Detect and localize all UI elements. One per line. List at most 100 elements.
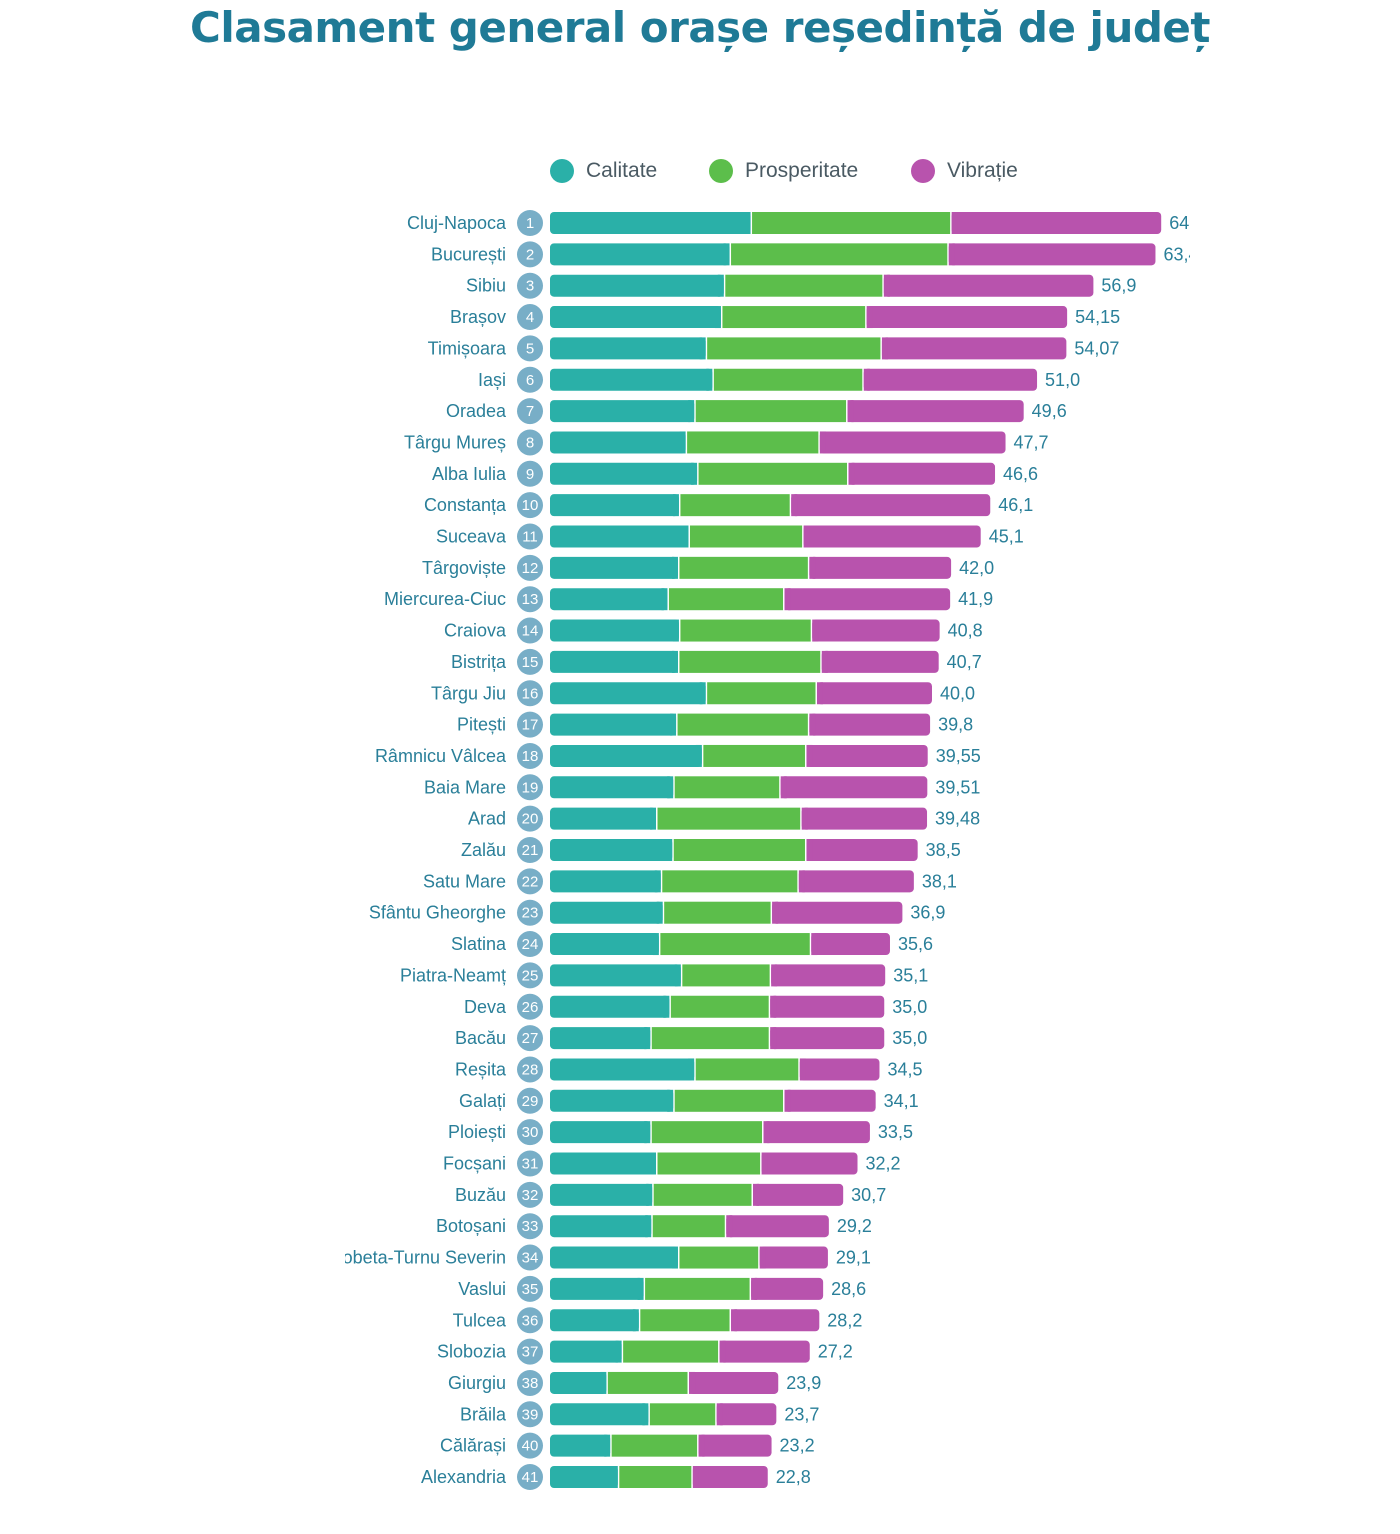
- city-label: Râmnicu Vâlcea: [375, 746, 507, 766]
- bar-segment-calitate-join: [695, 744, 702, 767]
- chart-row: Tulcea 36 28,2: [453, 1307, 862, 1334]
- total-value-label: 39,48: [935, 809, 980, 829]
- bar-segment-vibratie: [780, 776, 928, 799]
- rank-circle: [517, 899, 543, 926]
- bar-segment-calitate: [550, 744, 702, 767]
- total-value-label: 35,1: [893, 965, 928, 985]
- bar-segment-prosperitate: [680, 494, 790, 517]
- bar-segment-vibratie: [809, 556, 952, 579]
- bar-segment-vibratie: [770, 1027, 885, 1050]
- bar-segment-vibratie: [763, 1121, 870, 1144]
- bar-segment-calitate-join: [682, 525, 689, 548]
- bar-segment-vibratie: [811, 933, 890, 956]
- rank-number: 38: [522, 1375, 539, 1392]
- rank-number: 22: [522, 873, 539, 890]
- rank-circle: [517, 210, 543, 236]
- rank-circle: [517, 1307, 543, 1334]
- bar-segment-vibratie: [753, 1183, 844, 1206]
- rank-circle: [517, 711, 543, 738]
- chart-row: Drobeta-Turnu Severin 34 29,1: [324, 1244, 871, 1271]
- city-label: Drobeta-Turnu Severin: [324, 1248, 506, 1268]
- bar-segment-calitate: [550, 1277, 644, 1300]
- bar-segment-calitate-join: [688, 1058, 695, 1081]
- bar-segment-calitate-join: [650, 1152, 657, 1175]
- bar-segment-calitate: [550, 588, 668, 611]
- bar-segment-calitate: [550, 212, 751, 234]
- bar-segment-prosperitate: [607, 1371, 688, 1394]
- bar-segment-calitate-join: [637, 1277, 644, 1300]
- bar-segment-prosperitate: [657, 807, 801, 830]
- bar-segment-vibratie: [716, 1403, 777, 1426]
- bar-segment-vibratie: [791, 494, 991, 517]
- bar-segment-prosperitate: [619, 1466, 692, 1488]
- bar-segment-vibratie: [770, 995, 885, 1018]
- rank-number: 29: [522, 1093, 539, 1110]
- bar-segment-vibratie-join: [761, 1152, 768, 1175]
- chart-row: Târgu Jiu 16 40,0: [431, 680, 975, 707]
- bar-segment-vibratie-join: [698, 1434, 705, 1457]
- bar-segment-vibratie-join: [798, 870, 805, 893]
- rank-number: 39: [522, 1406, 539, 1423]
- bar-segment-prosperitate: [707, 682, 816, 705]
- bar-segment-vibratie-join: [821, 650, 828, 673]
- bar-segment-vibratie-join: [784, 588, 791, 611]
- bar-segment-calitate-join: [663, 995, 670, 1018]
- rank-number: 10: [522, 497, 539, 514]
- total-value-label: 40,0: [940, 683, 975, 703]
- bar-segment-vibratie-join: [811, 933, 818, 956]
- total-value-label: 32,2: [866, 1154, 901, 1174]
- chart-row: Focșani 31 32,2: [443, 1150, 901, 1177]
- bar-segment-calitate: [550, 807, 657, 830]
- total-value-label: 38,5: [926, 840, 961, 860]
- bar-segment-vibratie-join: [806, 744, 813, 767]
- total-value-label: 23,9: [786, 1373, 821, 1393]
- bar-segment-calitate: [550, 870, 661, 893]
- bar-segment-calitate: [550, 1309, 639, 1332]
- city-label: Tulcea: [453, 1310, 507, 1330]
- total-value-label: 39,51: [935, 777, 980, 797]
- bar-segment-calitate-join: [674, 964, 681, 987]
- rank-number: 23: [522, 905, 539, 922]
- bar-segment-vibratie: [819, 431, 1006, 454]
- bar-segment-vibratie-join: [770, 995, 777, 1018]
- rank-circle: [517, 1464, 543, 1490]
- bar-segment-calitate-join: [645, 1215, 652, 1238]
- chart-row: Miercurea-Ciuc 13 41,9: [384, 586, 993, 613]
- bar-segment-vibratie-join: [809, 556, 816, 579]
- legend-label-prosperitate: Prosperitate: [745, 159, 859, 182]
- rank-number: 7: [526, 403, 534, 420]
- rank-circle: [517, 1338, 543, 1365]
- rank-number: 25: [522, 967, 539, 984]
- bar-segment-vibratie-join: [771, 964, 778, 987]
- legend-label-calitate: Calitate: [586, 159, 658, 182]
- chart-row: Bacău 27 35,0: [455, 1025, 927, 1052]
- rank-number: 2: [526, 246, 534, 263]
- bar-segment-vibratie: [692, 1466, 768, 1488]
- total-value-label: 40,8: [948, 621, 983, 641]
- chart-row: Bistrița 15 40,7: [451, 648, 982, 675]
- city-label: Călărași: [440, 1436, 506, 1456]
- bar-segment-calitate: [550, 1246, 678, 1269]
- total-value-label: 27,2: [818, 1342, 853, 1362]
- bar-segment-calitate: [550, 1027, 651, 1050]
- bar-segment-prosperitate: [651, 1027, 769, 1050]
- bar-segment-prosperitate: [623, 1340, 719, 1363]
- bar-segment-prosperitate: [679, 556, 808, 579]
- rank-circle: [517, 1087, 543, 1114]
- city-label: Slatina: [451, 934, 507, 954]
- total-value-label: 23,2: [780, 1436, 815, 1456]
- city-label: Suceava: [436, 527, 507, 547]
- city-label: Timișoara: [428, 338, 507, 358]
- bar-segment-vibratie: [772, 901, 903, 924]
- bar-segment-calitate: [550, 525, 689, 548]
- rank-circle: [517, 1369, 543, 1396]
- chart-row: Botoșani 33 29,2: [436, 1213, 872, 1240]
- bar-segment-vibratie: [883, 274, 1094, 297]
- bar-segment-vibratie-join: [848, 462, 855, 485]
- bar-segment-calitate-join: [650, 807, 657, 830]
- bar-segment-vibratie: [689, 1371, 779, 1394]
- bar-segment-prosperitate: [640, 1309, 730, 1332]
- rank-circle: [517, 993, 543, 1020]
- bar-segment-calitate: [550, 494, 679, 517]
